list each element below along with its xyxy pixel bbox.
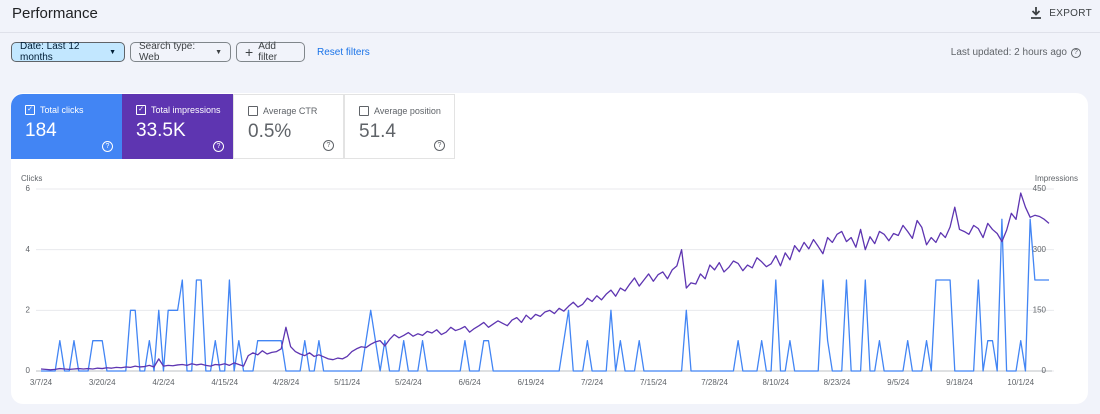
x-tick-label: 5/11/24 xyxy=(334,378,361,387)
x-tick-label: 9/5/24 xyxy=(887,378,910,387)
x-tick-label: 7/2/24 xyxy=(581,378,604,387)
metric-value: 33.5K xyxy=(136,120,186,141)
header xyxy=(0,0,1100,33)
metric-value: 51.4 xyxy=(359,121,396,142)
x-tick-label: 8/23/24 xyxy=(824,378,851,387)
help-icon[interactable]: ? xyxy=(102,141,113,152)
metric-card[interactable]: ✓ Total clicks 184? xyxy=(11,94,122,159)
metric-label: Average CTR xyxy=(263,106,318,116)
y2-tick-label: 150 xyxy=(1033,305,1047,314)
metric-value: 184 xyxy=(25,120,57,141)
add-filter-label: Add filter xyxy=(258,41,278,63)
x-tick-label: 5/24/24 xyxy=(395,378,422,387)
help-icon[interactable]: ? xyxy=(434,140,445,151)
search-type-label: Search type: Web xyxy=(139,41,196,63)
export-label: EXPORT xyxy=(1049,7,1092,19)
x-tick-label: 9/18/24 xyxy=(946,378,973,387)
y-tick-label: 6 xyxy=(26,184,31,193)
y2-tick-label: 0 xyxy=(1042,366,1047,375)
plus-icon: + xyxy=(245,44,254,60)
series-line xyxy=(41,218,1049,372)
metric-card[interactable]: ✓ Total impressions 33.5K? xyxy=(122,94,233,159)
x-tick-label: 3/20/24 xyxy=(89,378,116,387)
download-icon xyxy=(1031,7,1042,19)
export-button[interactable]: EXPORT xyxy=(1031,7,1092,19)
metric-card[interactable]: Average position 51.4? xyxy=(344,94,455,159)
series-line xyxy=(40,192,1050,371)
axis-title: Clicks xyxy=(21,174,42,183)
search-type-filter[interactable]: Search type: Web ▼ xyxy=(130,41,231,63)
y2-tick-label: 300 xyxy=(1033,245,1047,254)
dropdown-arrow: ▼ xyxy=(215,48,222,56)
help-icon[interactable]: ? xyxy=(323,140,334,151)
y-tick-label: 4 xyxy=(26,245,31,254)
metric-label: Average position xyxy=(374,106,441,116)
last-updated: Last updated: 2 hours ago? xyxy=(951,47,1081,58)
help-icon[interactable]: ? xyxy=(1071,47,1081,58)
last-updated-label: Last updated: 2 hours ago xyxy=(950,47,1067,58)
metric-label: Total impressions xyxy=(151,105,221,115)
date-filter-label: Date: Last 12 months xyxy=(20,41,80,63)
axis-title: Impressions xyxy=(1035,174,1078,183)
x-tick-label: 8/10/24 xyxy=(762,378,789,387)
x-tick-label: 3/7/24 xyxy=(30,378,53,387)
metric-card[interactable]: Average CTR 0.5%? xyxy=(233,94,344,159)
x-tick-label: 6/19/24 xyxy=(518,378,545,387)
metric-label: Total clicks xyxy=(40,105,84,115)
y-tick-label: 0 xyxy=(26,366,31,375)
y-tick-label: 2 xyxy=(26,305,31,314)
x-tick-label: 7/15/24 xyxy=(640,378,667,387)
x-tick-label: 4/2/24 xyxy=(152,378,175,387)
reset-filters-link[interactable]: Reset filters xyxy=(317,47,370,58)
y2-tick-label: 450 xyxy=(1033,184,1047,193)
checkbox xyxy=(248,106,258,116)
add-filter-button[interactable]: + Add filter xyxy=(236,41,305,63)
checkbox xyxy=(359,106,369,116)
x-tick-label: 10/1/24 xyxy=(1007,378,1034,387)
x-tick-label: 6/6/24 xyxy=(459,378,482,387)
x-tick-label: 4/28/24 xyxy=(273,378,300,387)
help-icon[interactable]: ? xyxy=(213,141,224,152)
metric-value: 0.5% xyxy=(248,121,292,142)
checkbox: ✓ xyxy=(136,105,146,115)
x-tick-label: 4/15/24 xyxy=(211,378,238,387)
date-filter[interactable]: Date: Last 12 months ▼ xyxy=(11,41,125,63)
x-tick-label: 7/28/24 xyxy=(701,378,728,387)
page-title: Performance xyxy=(12,5,98,22)
checkbox: ✓ xyxy=(25,105,35,115)
dropdown-arrow: ▼ xyxy=(109,48,116,56)
